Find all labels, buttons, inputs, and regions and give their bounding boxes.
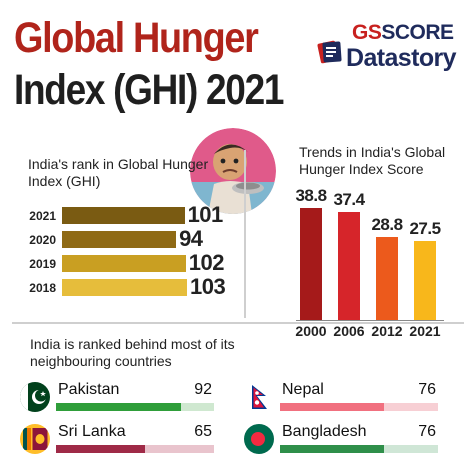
rank-track bbox=[56, 445, 214, 453]
title-line-2: Index (GHI) 2021 bbox=[14, 66, 284, 114]
rank-track-fill bbox=[280, 445, 384, 453]
rank-value-label: 94 bbox=[179, 226, 203, 251]
score-value-label: 37.4 bbox=[333, 190, 365, 210]
score-year-label: 2021 bbox=[409, 323, 441, 339]
country-name: Nepal bbox=[282, 381, 324, 398]
rank-value-label: 103 bbox=[190, 274, 226, 299]
vertical-divider bbox=[244, 150, 246, 318]
country-name: Pakistan bbox=[58, 381, 120, 398]
rank-track-fill bbox=[56, 403, 182, 411]
rank-bar bbox=[62, 207, 185, 224]
nepal-flag-icon bbox=[244, 382, 274, 412]
score-value-label: 28.8 bbox=[371, 214, 403, 234]
rank-year-label: 2020 bbox=[29, 233, 56, 247]
rank-track bbox=[280, 403, 438, 411]
bangladesh-flag-icon bbox=[244, 424, 274, 454]
score-bar bbox=[414, 240, 436, 320]
brand-gs: GS bbox=[352, 21, 382, 44]
country-name: Sri Lanka bbox=[58, 423, 126, 440]
brand-datastory: Datastory bbox=[346, 44, 457, 72]
score-bar bbox=[338, 212, 360, 320]
rank-bar bbox=[62, 279, 187, 296]
score-value-label: 38.8 bbox=[295, 186, 327, 205]
country-name: Bangladesh bbox=[282, 423, 367, 440]
rank-bar bbox=[62, 231, 177, 248]
score-year-label: 2006 bbox=[333, 323, 365, 339]
score-year-label: 2012 bbox=[371, 323, 403, 339]
country-rank: 76 bbox=[418, 381, 436, 398]
sri-lanka-flag-icon bbox=[20, 424, 50, 454]
rank-track-fill bbox=[280, 403, 384, 411]
brand-score: SCORE bbox=[381, 21, 454, 44]
rank-chart-title: India's rank in Global Hunger Index (GHI… bbox=[28, 156, 209, 189]
score-chart-title: Trends in India's Global Hunger Index Sc… bbox=[299, 144, 446, 177]
score-value-label: 27.5 bbox=[409, 218, 441, 238]
horizontal-divider bbox=[12, 322, 464, 324]
country-rank: 92 bbox=[194, 381, 212, 398]
rank-track bbox=[280, 445, 438, 453]
country-rank: 76 bbox=[418, 423, 436, 440]
pakistan-flag-icon bbox=[20, 382, 50, 412]
rank-year-label: 2021 bbox=[29, 209, 56, 223]
brand-logo-top: GSSCORE bbox=[352, 22, 454, 44]
rank-track bbox=[56, 403, 214, 411]
score-baseline bbox=[296, 320, 444, 321]
rank-year-label: 2019 bbox=[29, 257, 56, 271]
neighbours-title: India is ranked behind most of its neigh… bbox=[30, 336, 235, 369]
rank-track-fill bbox=[56, 445, 145, 453]
rank-year-label: 2018 bbox=[29, 281, 56, 295]
score-bar bbox=[300, 208, 322, 320]
rank-value-label: 102 bbox=[188, 250, 225, 275]
score-bar bbox=[376, 236, 398, 320]
brand-stack-icon bbox=[317, 40, 342, 64]
hungry-child-illustration-icon bbox=[190, 128, 276, 214]
rank-bar bbox=[62, 255, 186, 272]
country-rank: 65 bbox=[194, 423, 212, 440]
title-line-1: Global Hunger bbox=[14, 14, 259, 62]
score-year-label: 2000 bbox=[295, 323, 327, 339]
